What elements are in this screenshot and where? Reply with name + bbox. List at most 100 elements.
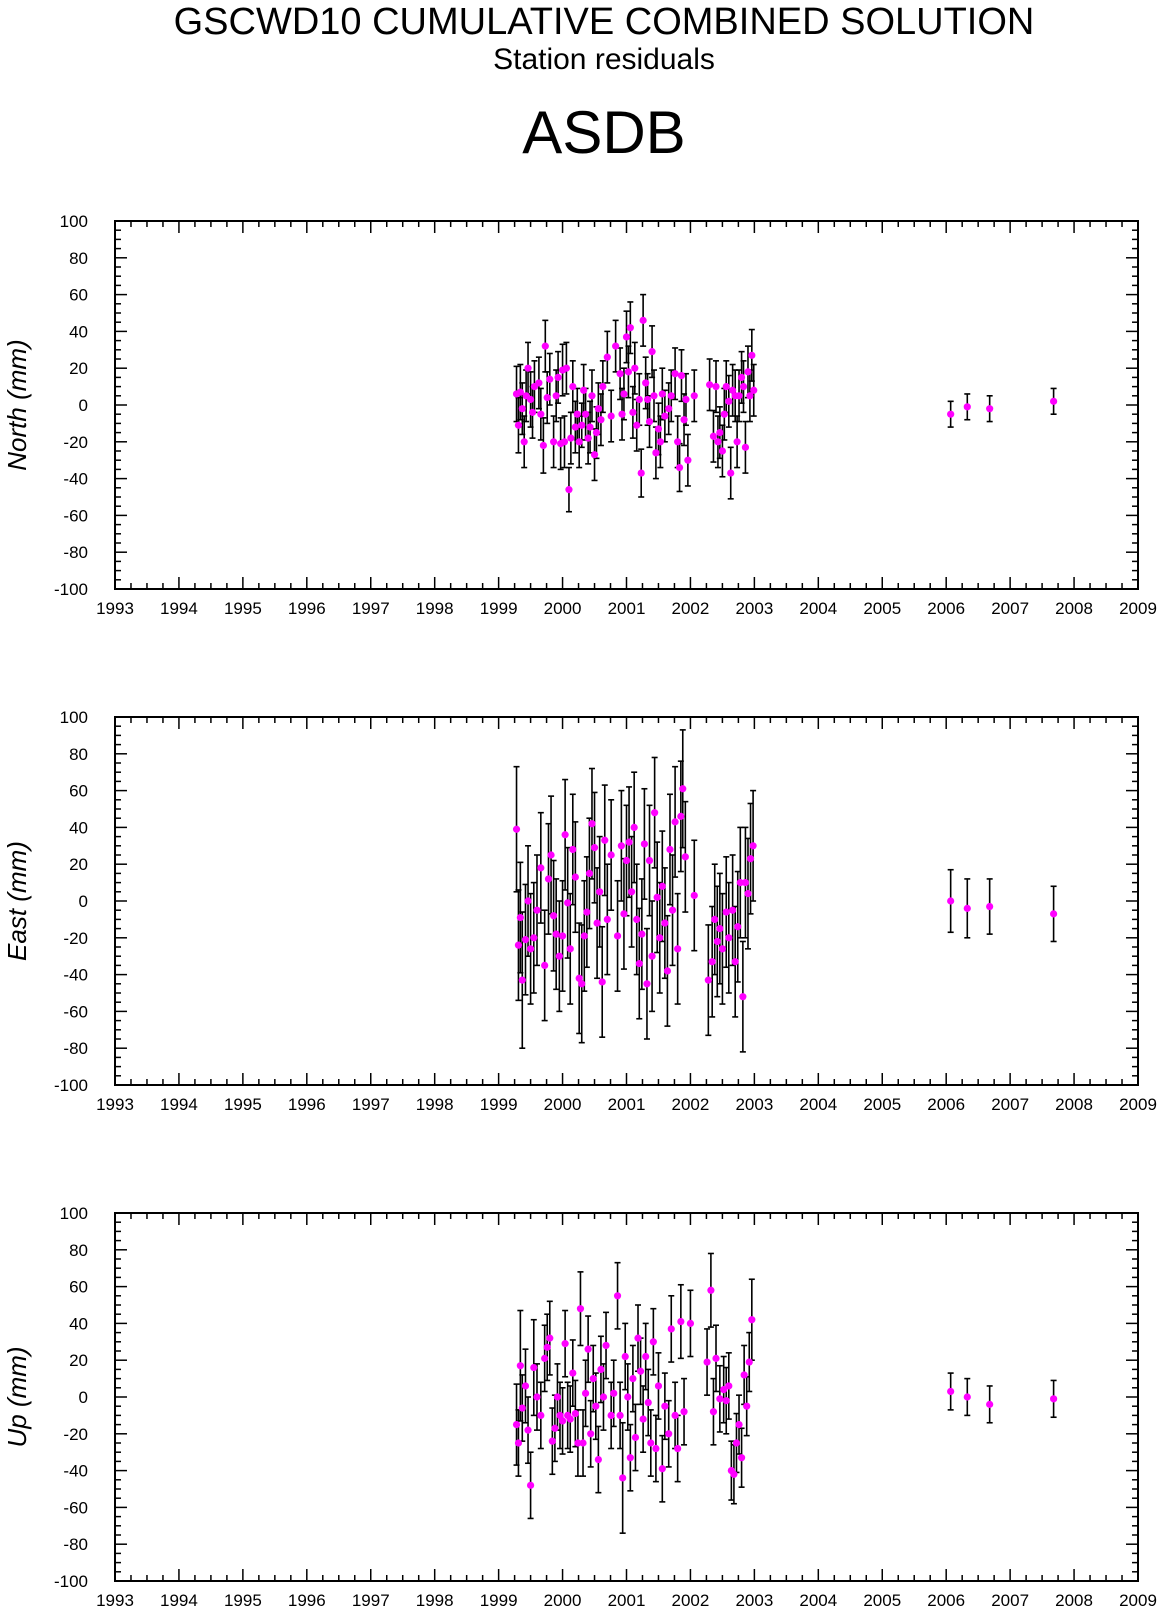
data-point — [704, 976, 712, 984]
data-point — [709, 1408, 718, 1416]
data-point — [730, 1470, 738, 1478]
data-point — [560, 438, 569, 446]
data-point — [592, 429, 601, 437]
x-tick-label: 1994 — [160, 1095, 198, 1114]
y-tick-label: -60 — [63, 1498, 88, 1517]
data-point — [633, 915, 641, 924]
data-point — [625, 838, 633, 846]
data-point — [555, 952, 563, 960]
data-point — [671, 1411, 679, 1419]
y-tick-label: 0 — [79, 892, 88, 911]
x-tick-label: 2008 — [1055, 1095, 1093, 1114]
data-point — [594, 405, 602, 413]
y-tick-label: 80 — [69, 249, 88, 268]
data-point — [635, 959, 643, 968]
data-point — [541, 961, 549, 970]
data-point — [573, 410, 581, 418]
x-tick-label: 2006 — [927, 1591, 965, 1610]
x-tick-label: 2008 — [1055, 1591, 1093, 1610]
data-point — [709, 432, 718, 440]
data-point — [629, 1375, 637, 1383]
data-point — [681, 853, 689, 861]
y-tick-label: 80 — [69, 1241, 88, 1260]
y-tick-label: -60 — [63, 1002, 88, 1021]
data-point — [666, 845, 674, 854]
panel-north: 1993 1994 1995 1996 1997 1998 1999 2000 2001 2002… — [2, 212, 1157, 618]
data-point — [628, 888, 636, 896]
data-point — [746, 855, 755, 863]
data-point — [612, 342, 620, 350]
data-point — [653, 893, 661, 901]
data-point — [556, 1411, 564, 1419]
y-tick-label: -40 — [63, 470, 88, 489]
data-point — [622, 333, 631, 341]
y-tick-label: 60 — [69, 286, 88, 305]
data-point — [553, 1393, 562, 1401]
data-point — [541, 1354, 549, 1362]
data-point — [607, 1411, 615, 1419]
data-point — [741, 879, 750, 887]
data-point — [566, 945, 574, 953]
data-point — [546, 375, 554, 383]
data-point — [584, 1345, 592, 1353]
data-point — [603, 353, 611, 361]
data-point — [571, 1409, 579, 1418]
y-tick-label: 100 — [60, 1204, 88, 1223]
data-point — [735, 1421, 743, 1429]
y-tick-label: -80 — [63, 1039, 88, 1058]
data-point — [725, 397, 733, 405]
y-axis-label: North (mm) — [2, 339, 32, 470]
data-point — [651, 809, 659, 817]
data-point — [671, 370, 679, 378]
data-point — [649, 1338, 657, 1346]
data-point — [601, 836, 609, 844]
data-point — [690, 392, 698, 400]
data-point — [583, 908, 591, 916]
data-point — [631, 1433, 640, 1442]
data-point — [592, 1402, 600, 1410]
data-point — [712, 383, 720, 391]
data-point — [682, 395, 690, 404]
data-point — [725, 1382, 733, 1390]
data-point — [550, 438, 558, 446]
x-tick-label: 1997 — [352, 1591, 390, 1610]
data-point — [720, 1386, 728, 1394]
data-point — [593, 919, 601, 927]
x-tick-label: 2009 — [1119, 1095, 1157, 1114]
data-point — [622, 856, 631, 865]
data-point — [594, 1455, 602, 1464]
main-title: GSCWD10 CUMULATIVE COMBINED SOLUTION — [173, 1, 1035, 43]
data-point — [749, 842, 757, 850]
data-point — [626, 1454, 634, 1462]
x-tick-label: 1996 — [288, 1095, 326, 1114]
data-point — [722, 908, 730, 916]
data-point — [620, 390, 628, 398]
data-point — [729, 386, 737, 394]
data-point — [512, 1421, 521, 1429]
x-tick-label: 2002 — [672, 1095, 710, 1114]
data-point — [565, 486, 573, 494]
data-point — [585, 869, 594, 878]
data-point — [526, 945, 535, 953]
data-point — [963, 403, 971, 411]
data-point — [727, 469, 735, 477]
data-point — [575, 438, 583, 446]
data-point — [947, 1387, 955, 1396]
data-point — [516, 913, 524, 922]
data-point — [548, 1437, 556, 1445]
data-point — [578, 980, 586, 988]
x-tick-label: 2005 — [863, 1591, 901, 1610]
data-point — [665, 405, 673, 413]
data-point — [638, 930, 646, 938]
data-point — [528, 408, 537, 416]
y-tick-label: 100 — [60, 212, 88, 231]
y-tick-label: -80 — [63, 1535, 88, 1554]
data-point — [652, 449, 660, 457]
data-point — [947, 897, 955, 905]
data-point — [661, 412, 669, 420]
data-point — [986, 902, 994, 911]
data-point — [731, 958, 739, 966]
data-point — [580, 386, 588, 394]
data-point — [537, 1411, 545, 1419]
data-point — [986, 1400, 994, 1408]
